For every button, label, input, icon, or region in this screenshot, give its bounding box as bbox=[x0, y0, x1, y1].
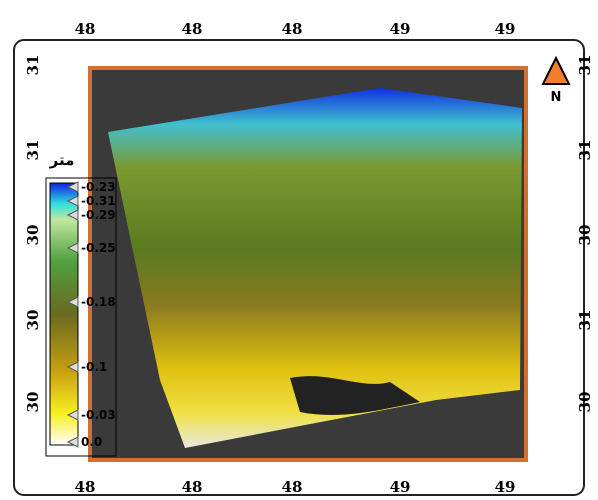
bottom-label: 49 bbox=[495, 478, 516, 496]
top-label: 49 bbox=[495, 20, 516, 38]
right-label: 30 bbox=[576, 392, 594, 413]
bottom-label: 48 bbox=[182, 478, 203, 496]
left-label: 31 bbox=[24, 55, 42, 76]
bottom-label: 48 bbox=[75, 478, 96, 496]
left-label: 30 bbox=[24, 392, 42, 413]
top-label: 48 bbox=[75, 20, 96, 38]
left-label: 31 bbox=[24, 140, 42, 161]
top-label: 49 bbox=[390, 20, 411, 38]
bottom-label: 48 bbox=[282, 478, 303, 496]
legend-label: -0.1 bbox=[81, 360, 107, 374]
legend-label: -0.03 bbox=[81, 408, 116, 422]
right-label: 31 bbox=[576, 55, 594, 76]
legend-label: -0.29 bbox=[81, 208, 116, 222]
bottom-label: 49 bbox=[390, 478, 411, 496]
right-label: 31 bbox=[576, 310, 594, 331]
legend-label: -0.31 bbox=[81, 194, 116, 208]
left-label: 30 bbox=[24, 225, 42, 246]
map-figure: N متر 48 48 48 49 49 48 48 48 49 49 31 31 30 30 30 31 31… bbox=[0, 0, 598, 500]
top-label: 48 bbox=[182, 20, 203, 38]
legend-label: 0.0 bbox=[81, 435, 102, 449]
legend-label: -0.23 bbox=[81, 180, 116, 194]
legend-label: -0.25 bbox=[81, 241, 116, 255]
left-label: 30 bbox=[24, 310, 42, 331]
north-arrow bbox=[543, 58, 569, 84]
legend-title: متر bbox=[49, 151, 75, 169]
legend-bar bbox=[50, 183, 78, 445]
north-label: N bbox=[551, 90, 562, 105]
top-label: 48 bbox=[282, 20, 303, 38]
right-label: 31 bbox=[576, 140, 594, 161]
legend-label: -0.18 bbox=[81, 295, 116, 309]
right-label: 30 bbox=[576, 225, 594, 246]
